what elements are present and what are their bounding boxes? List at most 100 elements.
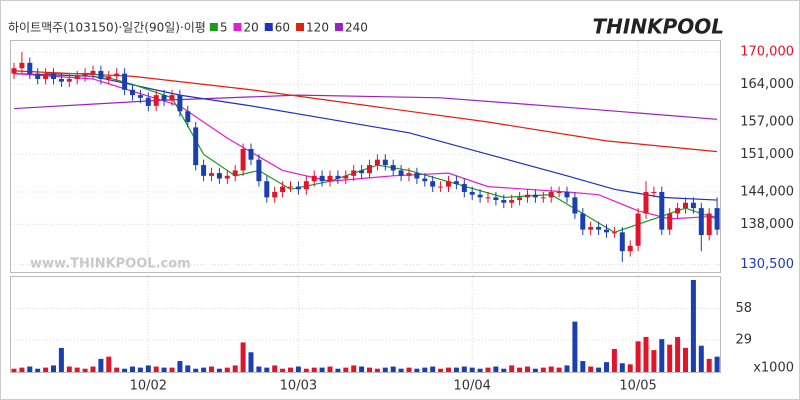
- volume-bar: [311, 367, 317, 372]
- chart-title: 하이트맥주(103150)·일간(90일)·이평: [8, 21, 206, 35]
- legend-label: 60: [275, 21, 290, 35]
- volume-bar: [295, 366, 301, 372]
- y-tick-label: 144,000: [740, 184, 794, 199]
- legend-swatch: [209, 23, 218, 31]
- candle-body: [367, 165, 372, 174]
- volume-bar: [90, 366, 96, 372]
- volume-bar: [517, 367, 523, 372]
- volume-bar: [216, 368, 222, 372]
- volume-bar: [461, 366, 467, 372]
- volume-bar: [82, 368, 88, 372]
- volume-bar: [509, 365, 515, 372]
- candle-body: [98, 70, 104, 79]
- logo: THINKPOOL: [593, 15, 724, 39]
- candle-body: [66, 78, 72, 82]
- candle-body: [209, 173, 214, 176]
- volume-bar: [698, 345, 704, 372]
- volume-bar: [19, 367, 25, 372]
- candle-body: [240, 148, 246, 171]
- candle-body: [509, 200, 515, 203]
- x-tick-label: 10/04: [453, 379, 490, 394]
- candle-body: [161, 95, 167, 101]
- volume-bar: [232, 365, 238, 372]
- candle-body: [43, 73, 49, 79]
- candle-body: [82, 73, 88, 77]
- volume-bar: [98, 358, 104, 372]
- volume-bar: [256, 366, 262, 372]
- volume-bar: [280, 368, 286, 372]
- candle-body: [469, 191, 475, 195]
- volume-bar: [469, 367, 475, 372]
- volume-bar: [588, 366, 594, 372]
- volume-bar: [611, 349, 617, 372]
- candle-body: [232, 170, 238, 176]
- volume-bar: [406, 367, 412, 372]
- volume-bar: [446, 367, 451, 372]
- volume-bar: [51, 365, 56, 372]
- candle-body: [169, 95, 175, 101]
- y-tick-label: 138,000: [740, 217, 794, 232]
- candle-body: [651, 191, 657, 193]
- volume-bar: [177, 361, 183, 372]
- candle-body: [714, 208, 720, 230]
- candle-body: [153, 95, 159, 106]
- candle-body: [706, 213, 712, 236]
- volume-bar: [35, 368, 41, 372]
- volume-bar: [675, 336, 681, 372]
- candle-body: [438, 186, 444, 188]
- legend-label: 240: [345, 21, 368, 35]
- volume-bar: [58, 347, 64, 372]
- candle-body: [477, 194, 483, 198]
- volume-bar: [153, 366, 159, 372]
- volume-bar: [264, 367, 270, 372]
- candle-body: [611, 232, 617, 234]
- volume-bar: [11, 368, 17, 372]
- volume-bar: [398, 368, 404, 372]
- volume-bar: [619, 363, 625, 372]
- volume-bar: [651, 350, 657, 372]
- candle-body: [548, 191, 554, 198]
- volume-bar: [137, 367, 143, 372]
- volume-bar: [564, 365, 570, 372]
- volume-bar: [319, 367, 325, 372]
- candle-body: [485, 197, 491, 199]
- volume-bar: [390, 366, 396, 372]
- candle-body: [556, 191, 562, 193]
- candle-body: [540, 197, 546, 199]
- candle-body: [690, 202, 696, 209]
- y-tick-label: 151,000: [740, 147, 794, 162]
- candle-body: [185, 111, 191, 123]
- volume-bar: [122, 368, 128, 372]
- candle-body: [517, 197, 523, 201]
- candle-body: [588, 226, 594, 230]
- volume-bar: [224, 367, 230, 372]
- price-panel: [10, 40, 721, 273]
- legend-swatch: [334, 23, 343, 31]
- volume-bar: [185, 365, 191, 372]
- volume-bar: [66, 366, 72, 372]
- candle-body: [604, 229, 609, 233]
- volume-bar: [106, 356, 112, 372]
- volume-bar: [248, 352, 254, 372]
- candle-body: [201, 165, 207, 176]
- volume-bar: [430, 366, 436, 372]
- volume-tick-label: 58: [735, 301, 752, 316]
- candle-body: [675, 208, 681, 214]
- volume-bar: [359, 366, 365, 372]
- volume-bar: [209, 366, 214, 372]
- candle-body: [11, 68, 17, 74]
- volume-bar: [556, 367, 562, 372]
- volume-bar: [604, 362, 609, 372]
- volume-bar: [303, 368, 309, 372]
- volume-tick-label: 29: [735, 333, 752, 348]
- legend-label: 20: [243, 21, 258, 35]
- candle-body: [343, 175, 349, 179]
- candle-body: [643, 191, 649, 214]
- candle-body: [493, 197, 499, 201]
- volume-bar: [351, 365, 357, 372]
- volume-bar: [627, 364, 633, 372]
- candle-body: [659, 191, 665, 230]
